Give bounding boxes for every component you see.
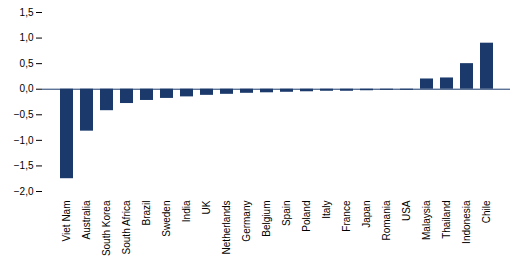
svg-text:−1,0: −1,0: [14, 135, 34, 146]
svg-text:1,0: 1,0: [20, 32, 34, 43]
svg-text:0,5: 0,5: [20, 58, 34, 69]
svg-text:Sweden: Sweden: [161, 201, 172, 237]
svg-text:Poland: Poland: [301, 201, 312, 232]
svg-text:Germany: Germany: [241, 201, 252, 242]
svg-text:France: France: [341, 200, 352, 232]
svg-text:Viet Nam: Viet Nam: [61, 201, 72, 242]
svg-text:Thailand: Thailand: [441, 201, 452, 239]
svg-text:Spain: Spain: [281, 201, 292, 227]
svg-text:Indonesia: Indonesia: [461, 200, 472, 244]
svg-text:UK: UK: [201, 200, 212, 214]
svg-text:South Korea: South Korea: [101, 200, 112, 256]
svg-text:USA: USA: [401, 200, 412, 221]
svg-text:Malaysia: Malaysia: [421, 200, 432, 240]
svg-text:India: India: [181, 200, 192, 222]
svg-text:South Africa: South Africa: [121, 200, 132, 254]
svg-text:Japan: Japan: [361, 201, 372, 228]
svg-text:Chile: Chile: [481, 200, 492, 223]
svg-text:Romania: Romania: [381, 200, 392, 240]
svg-text:−2,0: −2,0: [14, 186, 34, 197]
svg-text:Netherlands: Netherlands: [221, 201, 232, 255]
svg-text:Italy: Italy: [321, 201, 332, 219]
svg-text:Belgium: Belgium: [261, 201, 272, 237]
svg-text:−1,5: −1,5: [14, 160, 34, 171]
svg-text:Brazil: Brazil: [141, 201, 152, 226]
svg-text:0,0: 0,0: [20, 83, 34, 94]
svg-text:1,5: 1,5: [20, 7, 34, 18]
svg-text:Australia: Australia: [81, 200, 92, 239]
svg-text:−0,5: −0,5: [14, 109, 34, 120]
